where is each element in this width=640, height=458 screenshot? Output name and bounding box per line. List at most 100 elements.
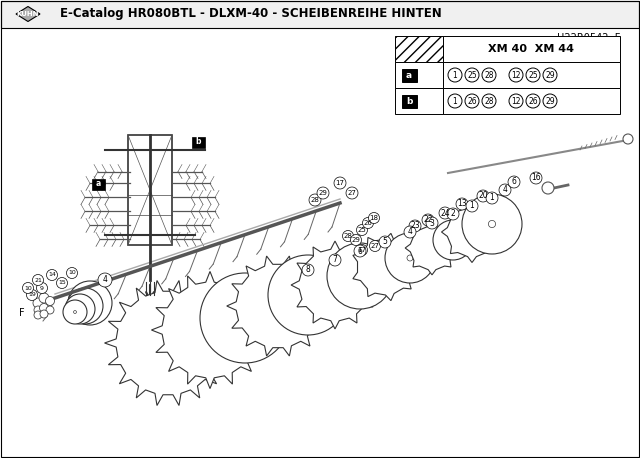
- Bar: [443, 36, 620, 62]
- Text: 3: 3: [429, 218, 435, 228]
- Text: 6: 6: [511, 178, 516, 186]
- Polygon shape: [353, 234, 419, 300]
- Text: 25: 25: [467, 71, 477, 80]
- Text: 21: 21: [34, 278, 42, 283]
- Bar: [402, 95, 417, 108]
- Circle shape: [33, 274, 44, 285]
- Circle shape: [530, 172, 542, 184]
- Circle shape: [623, 134, 633, 144]
- Circle shape: [542, 182, 554, 194]
- Text: b: b: [195, 137, 201, 147]
- Text: 26: 26: [467, 97, 477, 105]
- Text: 27: 27: [371, 243, 380, 249]
- Text: 29: 29: [545, 97, 555, 105]
- Circle shape: [346, 187, 358, 199]
- Circle shape: [327, 243, 393, 309]
- Text: 2: 2: [451, 209, 456, 218]
- Circle shape: [36, 283, 47, 294]
- Circle shape: [34, 311, 42, 319]
- Text: 29: 29: [351, 237, 360, 243]
- Circle shape: [40, 304, 49, 312]
- Circle shape: [334, 177, 346, 189]
- Bar: [92, 179, 105, 190]
- Circle shape: [526, 94, 540, 108]
- Circle shape: [543, 68, 557, 82]
- Circle shape: [68, 281, 112, 325]
- Text: 1: 1: [452, 97, 458, 105]
- Polygon shape: [442, 202, 502, 262]
- Text: 14: 14: [48, 273, 56, 278]
- Text: KUHN: KUHN: [17, 11, 39, 17]
- Circle shape: [466, 200, 478, 212]
- Circle shape: [40, 310, 48, 318]
- Circle shape: [404, 226, 416, 238]
- Text: 8: 8: [306, 266, 310, 274]
- Circle shape: [56, 278, 67, 289]
- Text: a: a: [406, 71, 412, 80]
- Text: a: a: [95, 180, 100, 189]
- Polygon shape: [405, 221, 459, 275]
- Text: 9: 9: [40, 285, 44, 290]
- Circle shape: [356, 224, 367, 235]
- Circle shape: [526, 68, 540, 82]
- Text: 10: 10: [68, 271, 76, 276]
- Polygon shape: [16, 6, 40, 22]
- Circle shape: [67, 267, 77, 278]
- Text: 1: 1: [452, 71, 458, 80]
- Circle shape: [200, 273, 290, 363]
- Text: 4: 4: [502, 185, 508, 195]
- Circle shape: [509, 68, 523, 82]
- Text: 23: 23: [410, 222, 420, 230]
- Bar: [192, 137, 205, 148]
- Circle shape: [22, 283, 33, 294]
- Circle shape: [543, 94, 557, 108]
- Text: 19: 19: [28, 293, 36, 298]
- Bar: [395, 88, 443, 114]
- Circle shape: [354, 245, 366, 257]
- Circle shape: [98, 273, 112, 287]
- Text: 1: 1: [470, 202, 474, 211]
- Circle shape: [362, 218, 374, 229]
- Circle shape: [39, 293, 49, 303]
- Text: 20: 20: [478, 191, 488, 201]
- Circle shape: [47, 269, 58, 280]
- Circle shape: [448, 68, 462, 82]
- Bar: [443, 62, 620, 88]
- Text: 27: 27: [348, 190, 356, 196]
- Circle shape: [45, 296, 54, 305]
- Polygon shape: [291, 241, 379, 329]
- Circle shape: [509, 94, 523, 108]
- Circle shape: [385, 233, 435, 283]
- Circle shape: [302, 264, 314, 276]
- Text: 16: 16: [531, 174, 541, 182]
- Text: 6: 6: [358, 246, 362, 256]
- Text: 28: 28: [310, 197, 319, 203]
- Bar: [402, 69, 417, 82]
- Bar: [395, 36, 443, 62]
- Circle shape: [426, 217, 438, 229]
- Bar: [128, 135, 172, 245]
- Circle shape: [499, 184, 511, 196]
- Text: 12: 12: [511, 97, 521, 105]
- Circle shape: [369, 213, 380, 224]
- Text: 29: 29: [319, 190, 328, 196]
- Circle shape: [508, 176, 520, 188]
- Circle shape: [486, 192, 498, 204]
- Circle shape: [482, 68, 496, 82]
- Bar: [1, 1, 639, 28]
- Circle shape: [456, 198, 468, 210]
- Text: 26: 26: [364, 220, 372, 226]
- Circle shape: [63, 300, 87, 324]
- Bar: [395, 62, 443, 88]
- Circle shape: [309, 194, 321, 206]
- Circle shape: [462, 194, 522, 254]
- Text: 25: 25: [528, 71, 538, 80]
- Circle shape: [379, 236, 391, 248]
- Text: 15: 15: [58, 280, 66, 285]
- Circle shape: [433, 220, 473, 260]
- Circle shape: [329, 254, 341, 266]
- Text: F: F: [19, 308, 25, 318]
- Text: 24: 24: [440, 208, 450, 218]
- Circle shape: [268, 255, 348, 335]
- Text: 5: 5: [383, 238, 387, 246]
